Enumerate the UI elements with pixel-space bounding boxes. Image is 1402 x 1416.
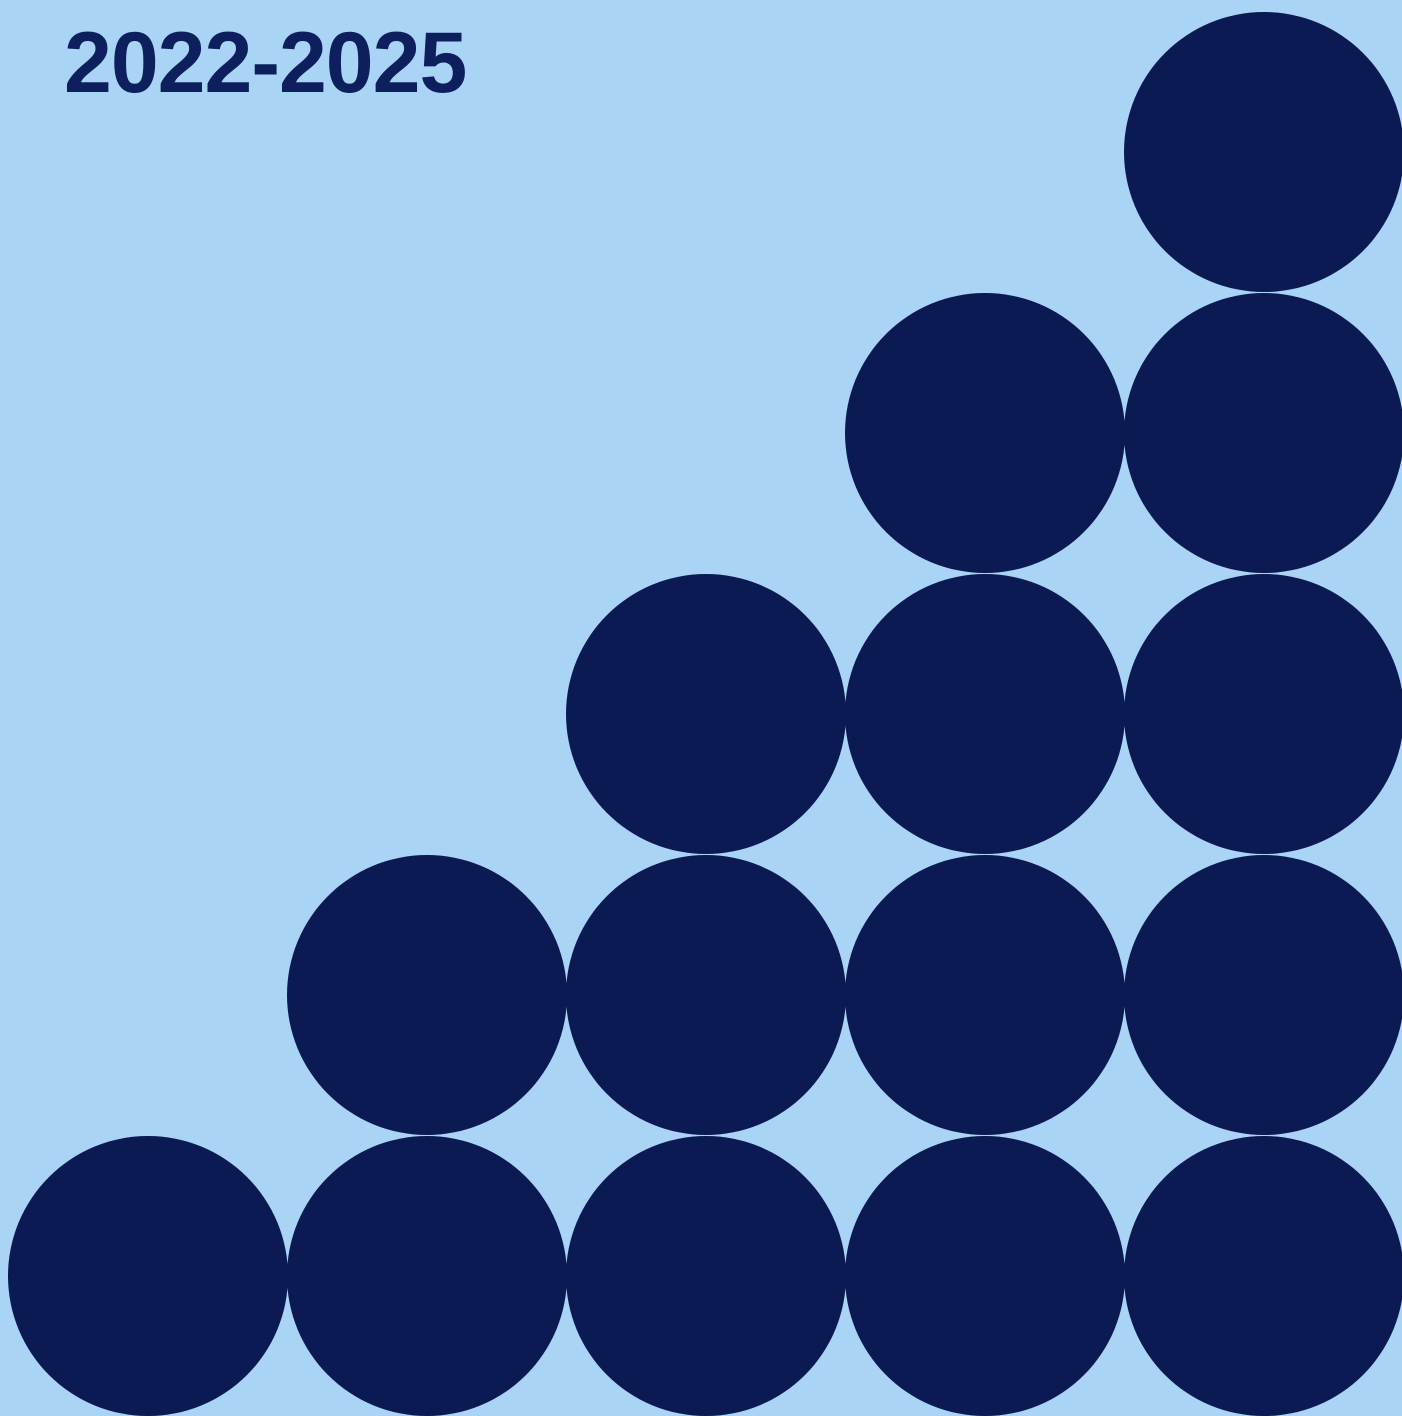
decorative-circle	[566, 574, 846, 854]
decorative-circle	[566, 855, 846, 1135]
decorative-circle	[1124, 1136, 1402, 1416]
decorative-circle	[8, 1136, 288, 1416]
decorative-circle	[845, 293, 1125, 573]
decorative-circle	[566, 1136, 846, 1416]
decorative-circle	[1124, 293, 1402, 573]
decorative-circle	[287, 855, 567, 1135]
decorative-circle	[845, 855, 1125, 1135]
decorative-circle	[1124, 855, 1402, 1135]
decorative-circle	[845, 1136, 1125, 1416]
decorative-circle	[1124, 574, 1402, 854]
year-range-title: 2022-2025	[64, 15, 467, 111]
decorative-circle	[287, 1136, 567, 1416]
decorative-circle	[1124, 12, 1402, 292]
decorative-circle	[845, 574, 1125, 854]
